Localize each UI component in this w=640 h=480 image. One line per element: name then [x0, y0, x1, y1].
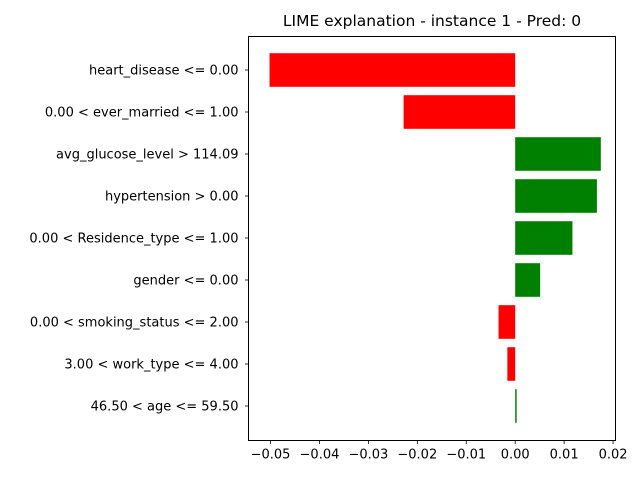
- axes-frame: [248, 36, 616, 441]
- bar-9: [515, 389, 517, 423]
- bar-3: [515, 137, 601, 171]
- x-tick-label: 0.02: [599, 448, 628, 463]
- bar-5: [515, 221, 573, 255]
- bar-7: [498, 305, 516, 339]
- y-tick-labels: heart_disease <= 0.00 0.00 < ever_married…: [29, 64, 249, 415]
- y-tick-label: 0.00 < Residence_type <= 1.00: [29, 232, 238, 247]
- bar-group: [269, 53, 601, 423]
- y-tick-label: 0.00 < smoking_status <= 2.00: [30, 316, 239, 331]
- y-tick-label: 46.50 < age <= 59.50: [91, 400, 239, 415]
- y-tick-label: avg_glucose_level > 114.09: [56, 148, 238, 163]
- bar-2: [403, 95, 516, 129]
- x-tick-label: −0.05: [251, 448, 291, 463]
- bar-1: [269, 53, 516, 87]
- y-tick-label: gender <= 0.00: [133, 274, 238, 289]
- x-tick-label: −0.04: [300, 448, 340, 463]
- y-tick-label: hypertension > 0.00: [105, 190, 239, 205]
- chart-title: LIME explanation - instance 1 - Pred: 0: [283, 12, 581, 30]
- x-ticks: −0.05 −0.04 −0.03 −0.02 −0.01 0.00 0.01 0.02: [251, 440, 628, 463]
- bar-6: [515, 263, 541, 297]
- bar-8: [507, 347, 516, 381]
- x-tick-label: −0.01: [446, 448, 486, 463]
- x-tick-label: −0.02: [397, 448, 437, 463]
- y-tick-label: 3.00 < work_type <= 4.00: [64, 358, 238, 373]
- x-tick-label: 0.00: [501, 448, 530, 463]
- x-tick-label: 0.01: [550, 448, 579, 463]
- y-tick-label: heart_disease <= 0.00: [89, 64, 239, 79]
- bar-4: [515, 179, 597, 213]
- y-tick-label: 0.00 < ever_married <= 1.00: [45, 106, 239, 121]
- x-tick-label: −0.03: [348, 448, 388, 463]
